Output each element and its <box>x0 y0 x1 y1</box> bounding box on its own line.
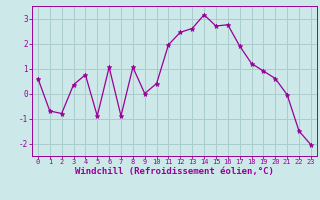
X-axis label: Windchill (Refroidissement éolien,°C): Windchill (Refroidissement éolien,°C) <box>75 167 274 176</box>
